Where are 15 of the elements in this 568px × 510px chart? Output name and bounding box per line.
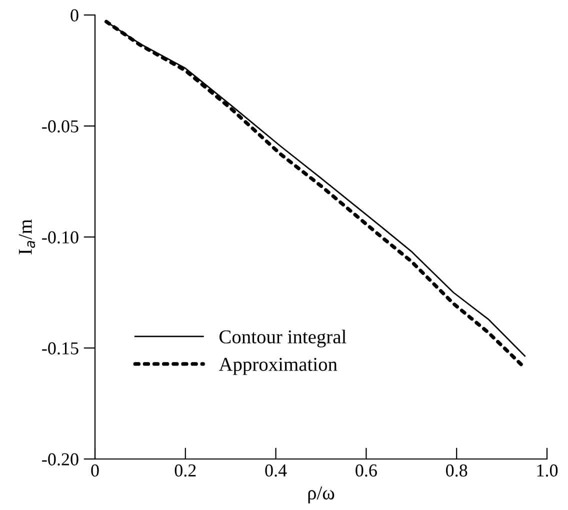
x-tick-label: 0.8	[446, 464, 468, 477]
y-tick-label: -0.10	[42, 231, 78, 244]
x-tick-label: 0.4	[265, 464, 287, 477]
y-tick-label: -0.20	[42, 453, 78, 466]
x-tick-label: 0.2	[174, 464, 196, 477]
x-tick-label: 1.0	[537, 464, 558, 477]
y-tick-label: 0	[70, 9, 78, 22]
x-tick-label: 0	[91, 464, 99, 477]
y-axis-title: I$_{a}$/m	[18, 219, 36, 254]
y-tick-label: -0.15	[42, 342, 78, 355]
x-tick-label: 0.6	[356, 464, 377, 477]
legend-label: Contour integral	[220, 330, 346, 348]
x-axis-title: ρ/ω	[308, 486, 334, 504]
y-tick-label: -0.05	[42, 120, 78, 133]
legend-label: Approximation	[218, 358, 338, 375]
